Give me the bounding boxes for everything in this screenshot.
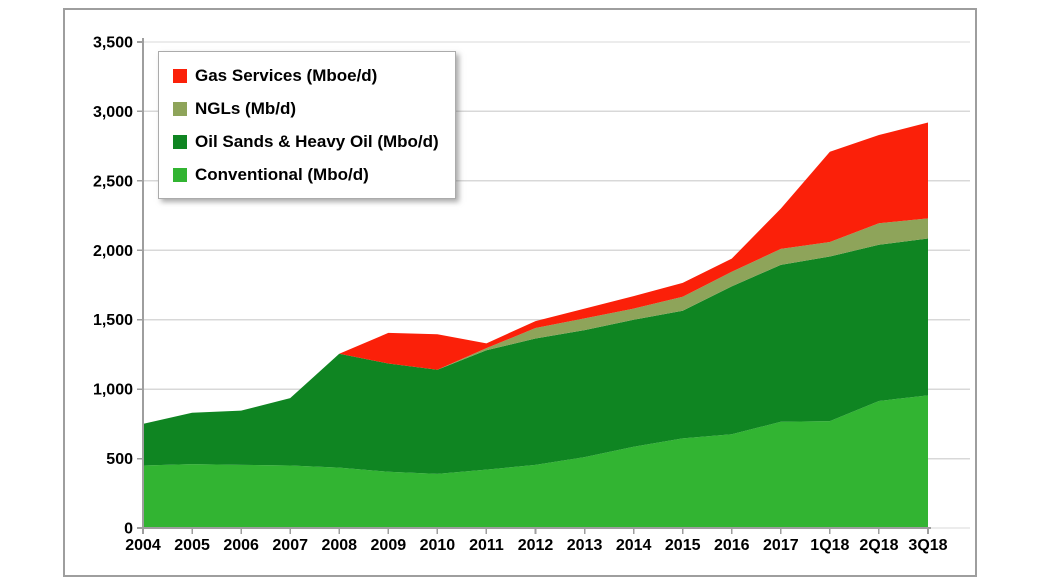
chart-legend: Gas Services (Mboe/d) NGLs (Mb/d) Oil Sand…: [158, 51, 456, 199]
y-axis-label: 3,500: [93, 35, 133, 52]
x-axis-label: 2005: [174, 537, 210, 554]
legend-item-conventional: Conventional (Mbo/d): [173, 158, 439, 191]
y-axis-label: 500: [106, 451, 133, 468]
x-axis-label: 2008: [321, 537, 357, 554]
x-axis-label: 2011: [469, 537, 504, 554]
legend-swatch-gas-services: [173, 68, 187, 83]
x-axis-label: 2009: [371, 537, 407, 554]
area-oil-sands-heavy-oil: [143, 238, 928, 474]
legend-item-oil-sands-heavy-oil: Oil Sands & Heavy Oil (Mbo/d): [173, 125, 439, 158]
legend-item-ngls: NGLs (Mb/d): [173, 92, 439, 125]
legend-swatch-conventional: [173, 167, 187, 182]
area-conventional: [143, 395, 928, 528]
x-axis-label: 2015: [665, 537, 701, 554]
x-axis-label: 2013: [567, 537, 603, 554]
y-axis-label: 1,500: [93, 312, 133, 329]
area-gas-services: [143, 122, 928, 424]
y-axis-label: 1,000: [93, 382, 133, 399]
x-axis-label: 2014: [616, 537, 652, 554]
x-axis-label: 3Q18: [908, 537, 947, 554]
legend-swatch-ngls: [173, 101, 187, 116]
legend-label: Oil Sands & Heavy Oil (Mbo/d): [195, 131, 439, 151]
area-ngls: [143, 218, 928, 424]
legend-label: Gas Services (Mboe/d): [195, 65, 378, 85]
legend-label: NGLs (Mb/d): [195, 98, 297, 118]
x-axis-label: 2017: [763, 537, 799, 554]
x-axis-label: 2004: [125, 537, 161, 554]
x-axis-label: 2007: [272, 537, 308, 554]
x-axis-label: 2Q18: [859, 537, 898, 554]
x-axis-label: 1Q18: [810, 537, 849, 554]
legend-swatch-oil-sands-heavy-oil: [173, 134, 187, 149]
x-axis-label: 2010: [420, 537, 456, 554]
y-axis-label: 2,500: [93, 173, 133, 190]
x-axis-label: 2012: [518, 537, 554, 554]
x-axis-label: 2016: [714, 537, 750, 554]
y-axis-label: 2,000: [93, 243, 133, 260]
y-axis-label: 0: [124, 521, 133, 538]
y-axis-label: 3,000: [93, 104, 133, 121]
legend-label: Conventional (Mbo/d): [195, 164, 369, 184]
x-axis-label: 2006: [223, 537, 259, 554]
legend-item-gas-services: Gas Services (Mboe/d): [173, 59, 439, 92]
